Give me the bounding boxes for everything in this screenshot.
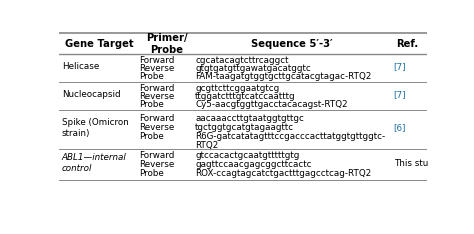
Text: RTQ2: RTQ2 <box>195 141 219 150</box>
Text: Spike (Omicron
strain): Spike (Omicron strain) <box>62 118 128 138</box>
Text: Reverse: Reverse <box>139 123 174 132</box>
Text: Forward: Forward <box>139 114 174 123</box>
Text: [7]: [7] <box>393 90 406 99</box>
Text: Forward: Forward <box>139 84 174 93</box>
Text: gtgtgatgttgawatgacatggtc: gtgtgatgttgawatgacatggtc <box>195 64 311 73</box>
Text: Probe: Probe <box>139 169 164 178</box>
Text: ABL1—internal
control: ABL1—internal control <box>62 153 127 173</box>
Text: Primer/
Probe: Primer/ Probe <box>146 33 188 55</box>
Text: ROX-ccagtagcatctgactttgagcctcag-RTQ2: ROX-ccagtagcatctgactttgagcctcag-RTQ2 <box>195 169 372 178</box>
Text: Forward: Forward <box>139 56 174 65</box>
Text: FAM-taagatgtggtgcttgcatacgtagac-RTQ2: FAM-taagatgtggtgcttgcatacgtagac-RTQ2 <box>195 72 372 81</box>
Text: Probe: Probe <box>139 100 164 109</box>
Text: This stu: This stu <box>393 159 428 168</box>
Text: Ref.: Ref. <box>396 39 419 49</box>
Text: R6G-gatcatatagtttccgacccacttatggtgttggtc-: R6G-gatcatatagtttccgacccacttatggtgttggtc… <box>195 132 385 141</box>
Text: ttggatctttgtcatccaatttg: ttggatctttgtcatccaatttg <box>195 91 296 101</box>
Text: Cy5-aacgtggttgacctacacagst-RTQ2: Cy5-aacgtggttgacctacacagst-RTQ2 <box>195 100 348 109</box>
Text: Nucleocapsid: Nucleocapsid <box>62 90 120 99</box>
Text: gagttccaacgagcggcttcactc: gagttccaacgagcggcttcactc <box>195 160 312 169</box>
Text: gcgttcttcggaatgtcg: gcgttcttcggaatgtcg <box>195 84 279 93</box>
Text: tgctggtgcatgtagaagttc: tgctggtgcatgtagaagttc <box>195 123 294 132</box>
Text: gtccacactgcaatgtttttgtg: gtccacactgcaatgtttttgtg <box>195 151 300 160</box>
Text: Gene Target: Gene Target <box>65 39 134 49</box>
Text: Reverse: Reverse <box>139 91 174 101</box>
Text: Reverse: Reverse <box>139 64 174 73</box>
Text: [7]: [7] <box>393 62 406 71</box>
Text: Probe: Probe <box>139 72 164 81</box>
Text: cgcatacagtcttrcaggct: cgcatacagtcttrcaggct <box>195 56 289 65</box>
Text: Forward: Forward <box>139 151 174 160</box>
Text: Reverse: Reverse <box>139 160 174 169</box>
Text: aacaaaccttgtaatggtgttgc: aacaaaccttgtaatggtgttgc <box>195 114 304 123</box>
Text: [6]: [6] <box>393 124 406 132</box>
Text: Helicase: Helicase <box>62 62 99 71</box>
Text: Probe: Probe <box>139 132 164 141</box>
Text: Sequence 5′-3′: Sequence 5′-3′ <box>251 39 332 49</box>
